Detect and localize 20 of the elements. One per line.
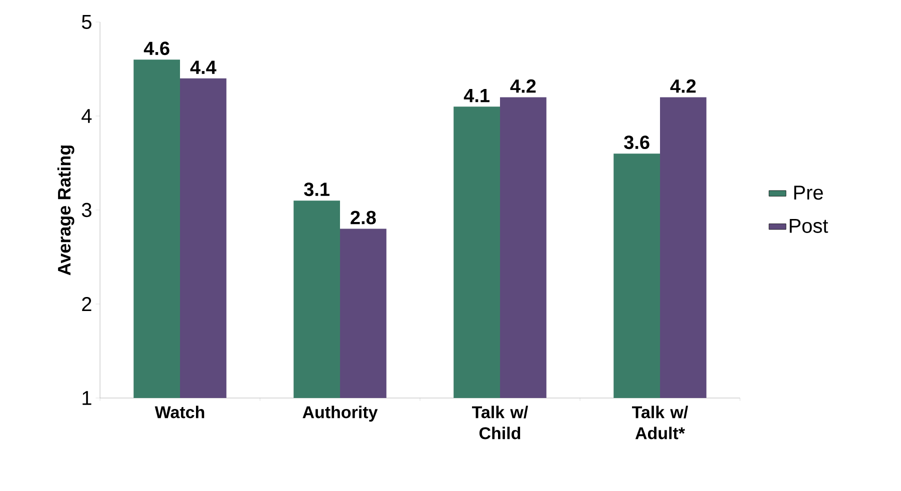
x-tick-label: Talk w/ Child	[472, 406, 528, 440]
legend-label: Pre	[794, 186, 823, 200]
y-axis-title: Average Rating	[57, 146, 74, 276]
x-tick-label: Talk w/ Adult*	[632, 406, 688, 440]
data-label: 2.8	[350, 210, 376, 224]
y-tick-label: 4	[82, 109, 92, 123]
data-label: 4.6	[144, 42, 170, 56]
x-tick-label: Watch	[154, 406, 204, 418]
x-tick-label: Authority	[302, 406, 378, 422]
y-tick-label: 3	[82, 202, 92, 218]
data-label: 4.4	[190, 60, 216, 74]
data-label: 4.2	[670, 79, 696, 93]
data-label: 3.1	[304, 182, 330, 196]
y-tick-label: 5	[82, 15, 92, 29]
data-label: 4.1	[464, 89, 490, 102]
y-tick-label: 2	[82, 297, 92, 311]
data-label: 3.6	[624, 136, 650, 150]
data-label: 4.2	[510, 79, 536, 93]
legend-label: Post	[790, 218, 828, 233]
y-tick-label: 1	[82, 391, 92, 405]
